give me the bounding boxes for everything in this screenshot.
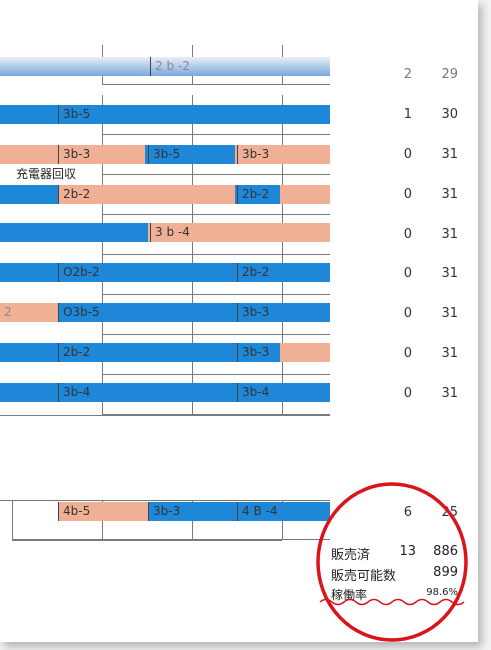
count-sold: 6 <box>403 505 412 520</box>
sold-total: 886 <box>433 544 458 559</box>
booking-label: 4 B -4 <box>237 502 277 521</box>
count-available: 31 <box>441 227 458 242</box>
highlight-circle <box>316 482 468 642</box>
booking-bar[interactable] <box>280 343 330 362</box>
booking-bar[interactable] <box>0 223 148 242</box>
schedule-row: 3b-4 3b-4 <box>0 375 330 415</box>
booking-label: 2b-2 <box>237 263 269 282</box>
count-available: 31 <box>441 306 458 321</box>
booking-bar[interactable] <box>0 185 58 204</box>
booking-label: 3b-3 <box>148 502 180 521</box>
booking-bar[interactable] <box>58 185 235 204</box>
booking-label: 3b-3 <box>237 145 269 164</box>
note-text: 充電器回収 <box>16 167 77 181</box>
count-sold: 0 <box>403 266 412 281</box>
booking-bar[interactable] <box>0 57 330 76</box>
booking-label: 3b-3 <box>237 343 269 362</box>
schedule-row: 2 O3b-5 3b-3 <box>0 295 330 335</box>
booking-bar[interactable] <box>148 223 330 242</box>
booking-label: 4b-5 <box>58 502 90 521</box>
booking-label: 2 <box>4 305 12 319</box>
booking-bar[interactable] <box>280 185 330 204</box>
count-available: 29 <box>441 67 458 82</box>
booking-bar[interactable] <box>0 383 330 402</box>
sold-value: 13 <box>399 544 416 559</box>
count-available: 31 <box>441 147 458 162</box>
rate-value: 98.6% <box>426 587 458 598</box>
booking-bar[interactable] <box>148 502 330 521</box>
schedule-row: 2b-2 3b-3 <box>0 335 330 375</box>
booking-label: 3b-5 <box>58 105 90 124</box>
schedule-row: 3b-5 <box>0 95 330 135</box>
count-sold: 0 <box>403 187 412 202</box>
booking-bar[interactable] <box>235 145 330 164</box>
booking-label: 2b-2 <box>58 343 90 362</box>
booking-bar[interactable] <box>0 303 58 322</box>
schedule-row: 4b-5 3b-3 4 B -4 <box>0 500 330 540</box>
count-sold: 2 <box>403 67 412 82</box>
booking-bar[interactable] <box>58 303 330 322</box>
count-available: 31 <box>441 386 458 401</box>
schedule-row: 3 b -4 <box>0 215 330 255</box>
schedule-row: O2b-2 2b-2 <box>0 255 330 295</box>
booking-label: O2b-2 <box>58 263 100 282</box>
booking-bar[interactable] <box>0 263 330 282</box>
available-label: 販売可能数 <box>331 569 397 584</box>
booking-label: 2 b -2 <box>150 57 190 76</box>
count-sold: 0 <box>403 346 412 361</box>
schedule-row: 2b-2 2b-2 <box>0 175 330 215</box>
count-sold: 0 <box>403 386 412 401</box>
grid-line <box>12 540 282 541</box>
booking-label: 3 b -4 <box>150 223 190 242</box>
booking-bar[interactable] <box>58 502 148 521</box>
count-available: 31 <box>441 346 458 361</box>
booking-label: 3b-4 <box>237 383 269 402</box>
booking-label: O3b-5 <box>58 303 100 322</box>
count-sold: 1 <box>403 107 412 122</box>
rate-label: 稼働率 <box>331 588 368 602</box>
count-sold: 0 <box>403 306 412 321</box>
count-available: 31 <box>441 187 458 202</box>
booking-bar[interactable] <box>235 185 280 204</box>
booking-bar[interactable] <box>145 145 235 164</box>
booking-bar[interactable] <box>0 343 280 362</box>
booking-label: 3b-3 <box>58 145 90 164</box>
booking-label: 3b-4 <box>58 383 90 402</box>
count-available: 30 <box>441 107 458 122</box>
schedule-row: 3b-3 3b-5 3b-3 <box>0 135 330 175</box>
grid-line <box>0 415 330 416</box>
booking-label: 2b-2 <box>237 185 269 204</box>
booking-label: 3b-5 <box>148 145 180 164</box>
booking-bar[interactable] <box>0 145 145 164</box>
sold-label: 販売済 <box>331 548 371 563</box>
schedule-row: 2 b -2 <box>0 45 330 85</box>
booking-bar[interactable] <box>0 105 330 124</box>
count-sold: 0 <box>403 227 412 242</box>
available-value: 899 <box>433 565 458 580</box>
grid-line <box>0 500 330 501</box>
page: 2 b -2 3b-5 3b-3 3b-5 3b-3 充電器回収 2b-2 2b… <box>0 0 478 642</box>
count-available: 31 <box>441 266 458 281</box>
count-sold: 0 <box>403 147 412 162</box>
booking-label: 3b-3 <box>237 303 269 322</box>
booking-label: 2b-2 <box>58 185 90 204</box>
